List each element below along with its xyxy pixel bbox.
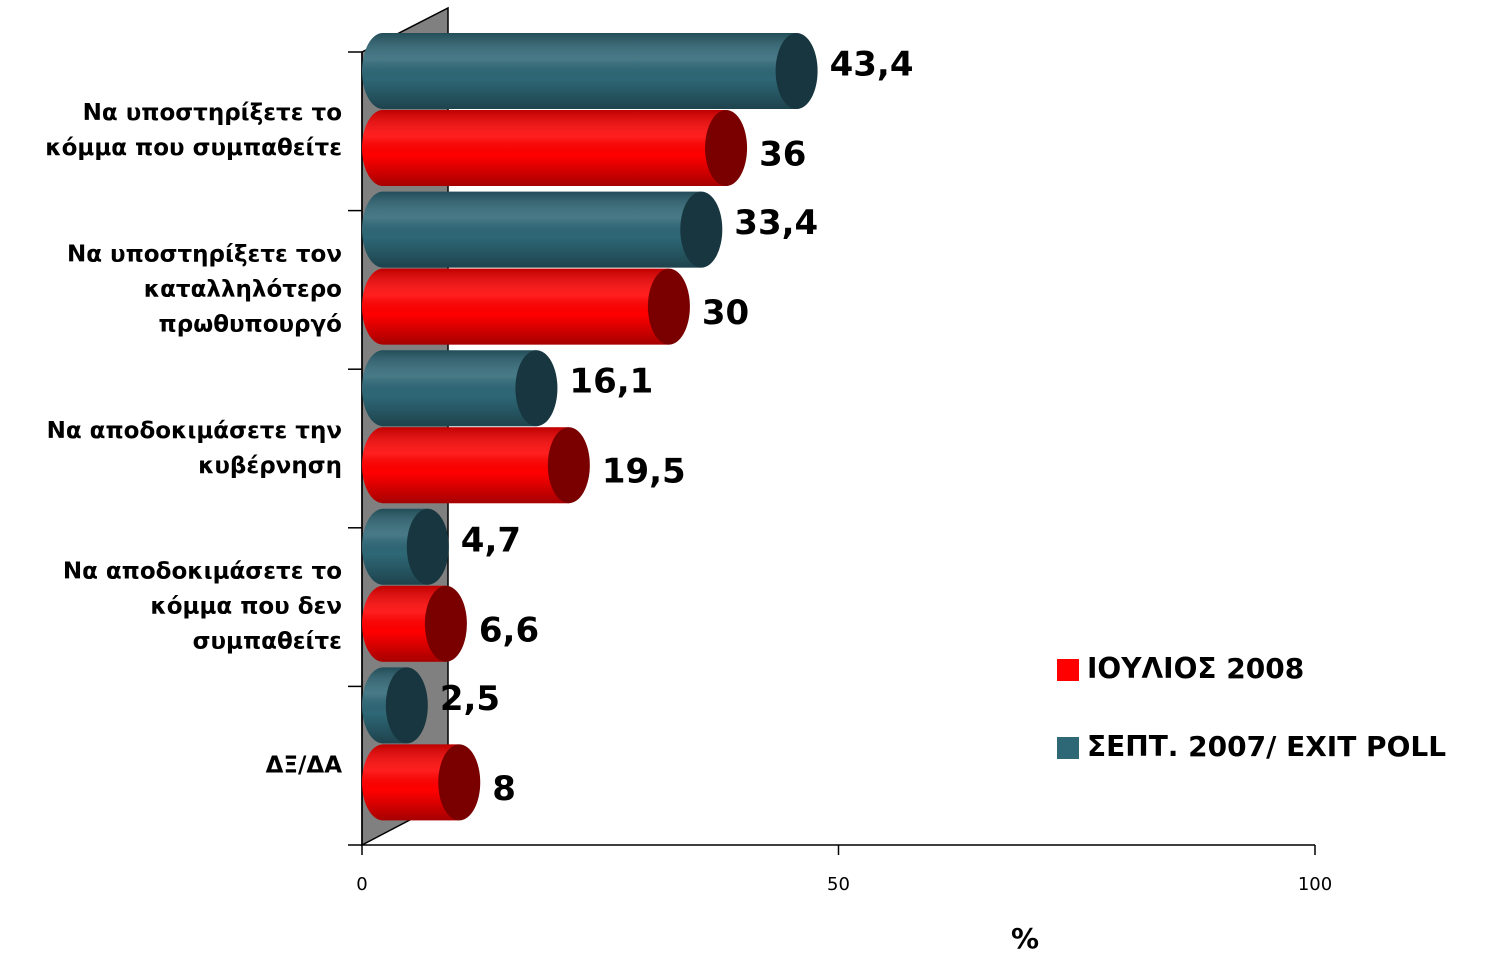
legend-label: ΣΕΠΤ. 2007/ EXIT POLL [1087,730,1446,763]
legend-swatch [1057,737,1079,759]
value-label: 19,5 [602,452,686,492]
bar [362,110,748,186]
x-axis-title: % [1011,922,1039,955]
bar [362,427,590,504]
value-label: 4,7 [461,520,521,560]
bar [362,191,723,268]
bar [362,350,558,427]
x-tick-label: 0 [356,874,367,895]
value-label: 33,4 [734,203,818,243]
value-label: 6,6 [479,610,539,650]
value-label: 43,4 [830,45,914,85]
bar [362,33,818,109]
category-label: Να υποστηρίξετε το κόμμα που συμπαθείτε [45,100,342,162]
x-tick-label: 50 [827,874,850,895]
bar [362,585,467,662]
x-tick-label: 100 [1298,874,1332,895]
value-label: 30 [702,293,749,333]
bar [362,268,690,345]
value-label: 16,1 [569,362,653,402]
bar [362,744,481,821]
category-label: Να υποστηρίξετε τον καταλληλότερο πρωθυπ… [66,241,342,338]
category-label: Να αποδοκιμάσετε το κόμμα που δεν συμπαθ… [62,558,342,655]
category-label: Να αποδοκιμάσετε την κυβέρνηση [46,417,342,479]
bar [362,667,428,744]
category-label: ΔΞ/ΔΑ [265,752,342,779]
legend-label: ΙΟΥΛΙΟΣ 2008 [1087,652,1304,685]
value-label: 2,5 [440,679,500,719]
value-label: 8 [492,769,516,809]
bar [362,508,449,585]
value-label: 36 [759,135,806,175]
legend-swatch [1057,659,1079,681]
